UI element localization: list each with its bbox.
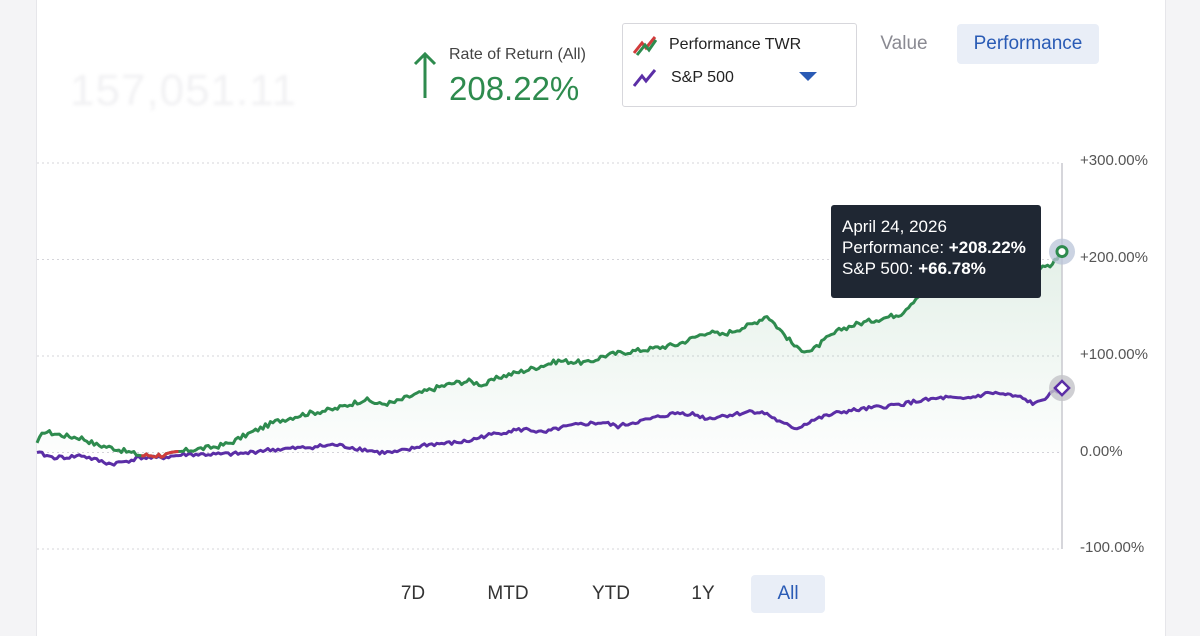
rate-of-return-value: 208.22% bbox=[449, 70, 580, 107]
y-tick-label: +300.00% bbox=[1080, 152, 1148, 169]
tooltip-performance: Performance: +208.22% bbox=[842, 238, 1026, 257]
legend-label-performance: Performance TWR bbox=[669, 36, 802, 53]
rate-of-return-label: Rate of Return (All) bbox=[449, 46, 586, 63]
performance-line-icon bbox=[633, 36, 657, 56]
y-tick-label: +200.00% bbox=[1080, 249, 1148, 266]
range-ytd-button[interactable]: YTD bbox=[592, 583, 630, 604]
sp500-end-point bbox=[1053, 379, 1071, 397]
y-tick-label: -100.00% bbox=[1080, 539, 1145, 556]
range-mtd-button[interactable]: MTD bbox=[487, 583, 529, 604]
dropdown-caret-icon[interactable] bbox=[799, 72, 817, 81]
legend-item-sp500: S&P 500 bbox=[633, 67, 734, 89]
value-toggle-button[interactable]: Value bbox=[880, 33, 928, 54]
range-7d-button[interactable]: 7D bbox=[400, 583, 426, 604]
performance-area bbox=[37, 251, 1062, 458]
tooltip-date: April 24, 2026 bbox=[842, 217, 947, 236]
tooltip-sp500-value: +66.78% bbox=[918, 259, 986, 278]
tooltip-sp500: S&P 500: +66.78% bbox=[842, 259, 986, 278]
performance-line bbox=[35, 250, 1063, 459]
range-1y-button[interactable]: 1Y bbox=[691, 583, 715, 604]
performance-end-point bbox=[1055, 245, 1069, 259]
range-all-button[interactable]: All bbox=[751, 575, 825, 613]
performance-negative-segment bbox=[141, 450, 179, 459]
legend-label-sp500: S&P 500 bbox=[671, 69, 734, 86]
y-tick-label: 0.00% bbox=[1080, 443, 1123, 460]
sp500-line-icon bbox=[633, 69, 657, 87]
legend-item-performance: Performance TWR bbox=[633, 36, 802, 56]
tooltip-performance-value: +208.22% bbox=[948, 238, 1026, 257]
benchmark-selector[interactable]: Performance TWR S&P 500 bbox=[622, 23, 857, 107]
up-arrow-icon bbox=[413, 51, 437, 98]
y-tick-label: +100.00% bbox=[1080, 346, 1148, 363]
performance-toggle-button[interactable]: Performance bbox=[957, 24, 1099, 64]
chart-tooltip: April 24, 2026 Performance: +208.22% S&P… bbox=[831, 205, 1041, 298]
portfolio-value: 157,051.11 bbox=[70, 66, 297, 115]
sp500-line bbox=[36, 386, 1063, 467]
